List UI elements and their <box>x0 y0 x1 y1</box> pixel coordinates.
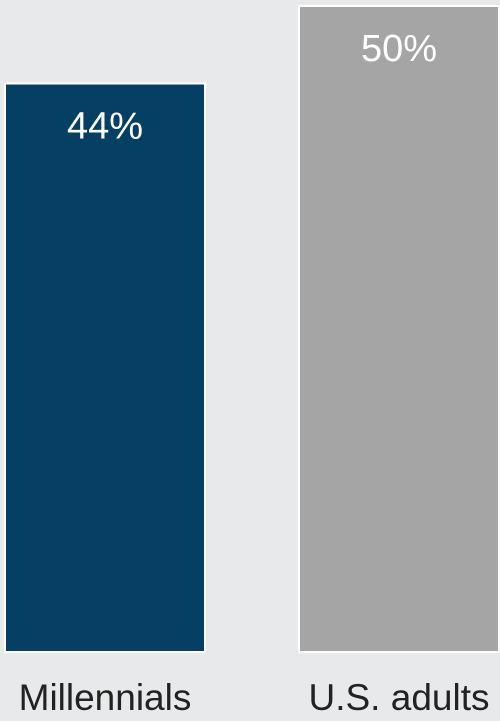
category-label: Millennials <box>19 677 192 718</box>
bar-millennials <box>4 82 206 653</box>
bar-value-label: 50% <box>361 28 437 70</box>
bar-u-s-adults <box>298 5 500 653</box>
category-label: U.S. adults <box>309 677 490 718</box>
bar-value-label: 44% <box>67 106 143 148</box>
